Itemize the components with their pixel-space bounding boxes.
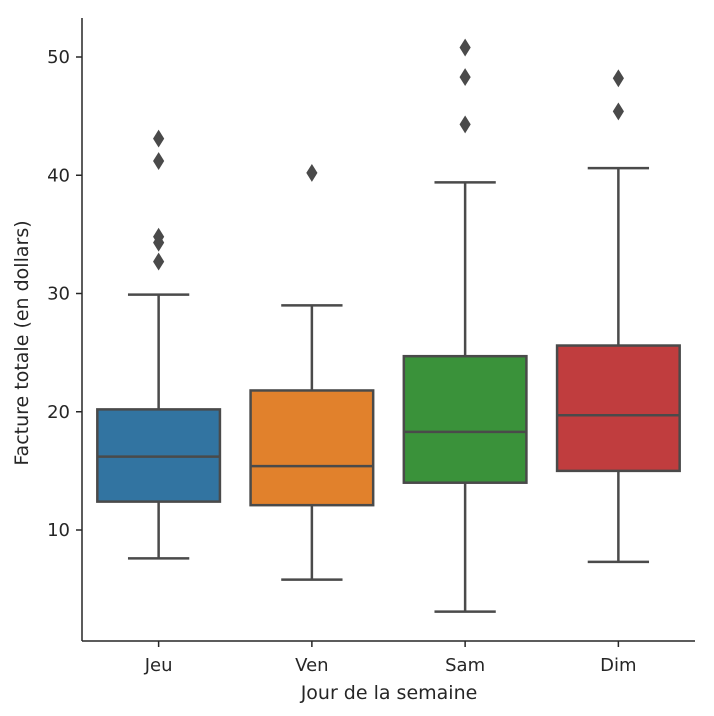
- box-iqr: [402, 354, 528, 484]
- outlier-point: [459, 38, 471, 57]
- box-group-jeu: [96, 129, 222, 560]
- y-tick-label: 30: [47, 284, 70, 305]
- y-tick-label: 20: [47, 402, 70, 423]
- x-tick-label: Ven: [295, 655, 328, 676]
- box-group-ven: [249, 163, 375, 581]
- x-tick-label: Dim: [600, 655, 636, 676]
- y-axis-title: Facture totale (en dollars): [11, 220, 33, 465]
- x-tick-label: Sam: [445, 655, 485, 676]
- outlier-point: [306, 163, 318, 182]
- box-iqr: [249, 389, 375, 507]
- outlier-point: [153, 152, 165, 171]
- outlier-point: [153, 129, 165, 148]
- outlier-point: [459, 68, 471, 87]
- x-axis-title: Jour de la semaine: [300, 682, 478, 704]
- outlier-point: [612, 102, 624, 121]
- y-tick-label: 50: [47, 47, 70, 68]
- outlier-point: [153, 252, 165, 271]
- outlier-point: [612, 69, 624, 88]
- box-group-dim: [555, 69, 681, 564]
- boxes-layer: [96, 38, 681, 613]
- ticks-layer: Jeu Ven Sam Dim 10 20 30 40 50: [47, 47, 636, 676]
- y-tick-label: 40: [47, 165, 70, 186]
- box-iqr: [555, 344, 681, 473]
- y-tick-label: 10: [47, 520, 70, 541]
- outlier-point: [153, 227, 165, 246]
- x-tick-label: Jeu: [144, 655, 173, 676]
- box-group-sam: [402, 38, 528, 613]
- axes-layer: [81, 18, 695, 642]
- outlier-point: [459, 115, 471, 134]
